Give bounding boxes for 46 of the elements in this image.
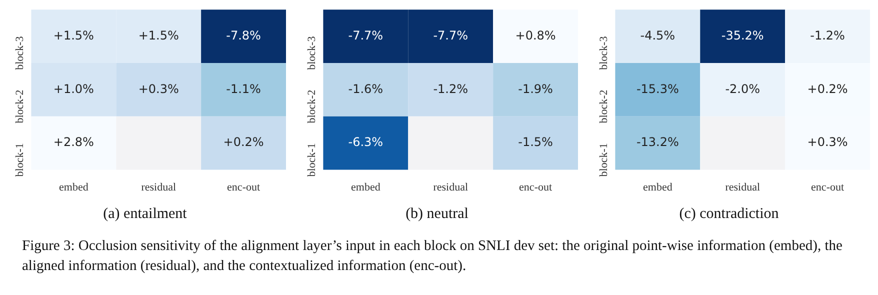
x-tick-label: residual (725, 181, 760, 194)
data-label: -4.5% (640, 28, 676, 42)
data-label: -6.3% (348, 135, 384, 150)
data-label: -1.5% (518, 135, 553, 150)
data-label: -7.7% (433, 28, 468, 42)
y-tick-label: block-3 (598, 36, 610, 70)
data-label: -1.2% (433, 82, 468, 96)
text: (a) entailment (103, 206, 188, 222)
data-label: +0.2% (807, 82, 848, 96)
y-tick-label: block-2 (598, 90, 610, 124)
data-label: -1.1% (226, 82, 261, 96)
y-tick-label: block-1 (598, 143, 610, 177)
data-label: -1.2% (810, 28, 845, 42)
data-label: -13.2% (636, 135, 679, 150)
text: (c) contradiction (679, 206, 780, 222)
data-label: +1.5% (53, 28, 94, 42)
x-tick-label: enc-out (519, 181, 552, 194)
x-tick-label: embed (351, 181, 381, 194)
caption: Figure 3: Occlusion sensitivity of the alignment layer’s input in each block on SNLI dev set: the original point-wise information (embed), the aligned information (residual), and the contextualized information (enc-out). (22, 237, 844, 276)
data-label: +1.0% (53, 82, 94, 96)
data-label: +0.3% (138, 82, 179, 96)
data-label: +2.8% (53, 135, 94, 150)
data-label: +0.2% (223, 135, 264, 150)
x-tick-label: embed (59, 181, 89, 194)
x-tick-label: enc-out (227, 181, 260, 194)
y-tick-label: block-2 (306, 90, 318, 124)
y-tick-label: block-1 (14, 143, 26, 177)
x-tick-label: residual (433, 181, 468, 194)
data-label: +0.8% (515, 28, 556, 42)
text: (b) neutral (406, 206, 468, 222)
data-label: -7.7% (348, 28, 384, 42)
data-label: -7.8% (226, 28, 261, 42)
data-label: -2.0% (725, 82, 760, 96)
x-tick-label: embed (643, 181, 673, 194)
x-tick-label: residual (141, 181, 176, 194)
data-label: -1.9% (518, 82, 553, 96)
y-tick-label: block-2 (14, 90, 26, 124)
data-label: +0.3% (807, 135, 848, 150)
y-tick-label: block-1 (306, 143, 318, 177)
data-label: -35.2% (721, 28, 764, 42)
y-tick-label: block-3 (14, 36, 26, 70)
data-label: -15.3% (636, 82, 679, 96)
x-tick-label: enc-out (811, 181, 844, 194)
y-tick-label: block-3 (306, 36, 318, 70)
data-label: -1.6% (348, 82, 384, 96)
data-label: +1.5% (138, 28, 179, 42)
